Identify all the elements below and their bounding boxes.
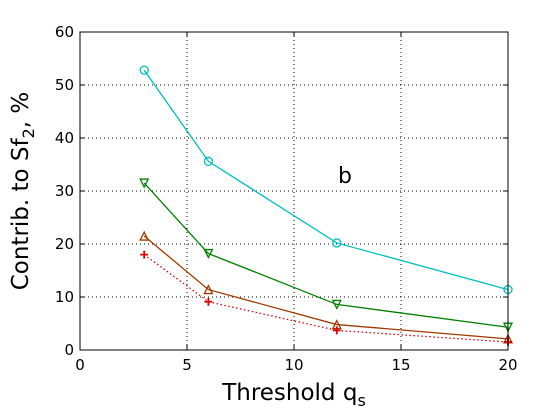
x-tick-label: 15 [391, 356, 410, 374]
series-layer [139, 65, 514, 347]
data-point [204, 297, 213, 306]
y-tick-label: 10 [55, 288, 74, 306]
series-line [143, 182, 509, 328]
y-axis-label-main: Contrib. to Sf [8, 137, 34, 290]
data-point [139, 65, 149, 75]
y-tick-label: 40 [55, 129, 74, 147]
y-axis-label-suffix: , % [8, 92, 34, 128]
data-point [139, 230, 150, 241]
data-point [203, 284, 214, 295]
x-axis-label-main: Threshold q [221, 380, 357, 406]
series-line [143, 69, 509, 291]
grid [80, 32, 508, 350]
data-point [203, 156, 214, 166]
y-axis-label: Contrib. to Sf2, % [8, 92, 38, 291]
y-tick-label: 30 [55, 182, 74, 200]
series-line [143, 235, 509, 340]
x-tick-label: 0 [75, 356, 85, 374]
y-tick-label: 50 [55, 76, 74, 94]
data-point [140, 250, 149, 259]
x-tick-label: 20 [498, 356, 517, 374]
x-axis-label-sub: s [357, 391, 365, 410]
y-axis-label-sub: 2 [19, 128, 38, 138]
x-axis-label: Threshold qs [221, 380, 366, 410]
data-point [331, 299, 342, 310]
annotation-label: b [338, 164, 352, 189]
y-tick-label: 60 [55, 23, 74, 41]
ticks: 0 5 10 15 20 0 10 20 30 40 50 60 [55, 23, 518, 374]
data-point [203, 248, 214, 259]
y-tick-label: 20 [55, 235, 74, 253]
x-tick-label: 10 [284, 356, 303, 374]
data-point [332, 326, 341, 335]
data-point [139, 178, 150, 189]
data-point [332, 238, 342, 248]
x-tick-label: 5 [182, 356, 192, 374]
series-line [143, 254, 509, 343]
y-tick-label: 0 [64, 341, 74, 359]
